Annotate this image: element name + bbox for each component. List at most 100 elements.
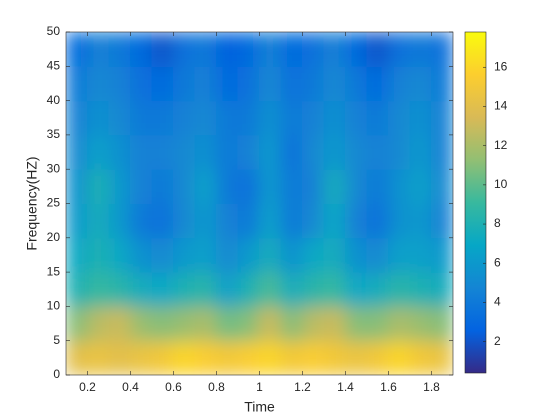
heatmap-cell: [323, 100, 346, 136]
heatmap-cell: [237, 203, 260, 239]
heatmap-cell: [194, 100, 217, 136]
y-tick-label: 45: [47, 58, 61, 72]
heatmap-cell: [87, 168, 110, 204]
heatmap-cell: [173, 271, 196, 307]
heatmap-cell: [323, 32, 346, 67]
heatmap-cell: [302, 100, 325, 136]
heatmap-cell: [216, 305, 239, 342]
heatmap-cell: [237, 100, 260, 136]
heatmap-cell: [409, 32, 432, 67]
heatmap-cell: [259, 203, 282, 239]
heatmap-cell: [216, 271, 239, 307]
heatmap-cell: [366, 32, 389, 67]
heatmap-cell: [130, 237, 153, 273]
heatmap-cell: [431, 271, 453, 307]
heatmap-cell: [280, 134, 303, 170]
heatmap-cell: [216, 168, 239, 204]
heatmap-cell: [323, 203, 346, 239]
heatmap-cell: [66, 32, 88, 67]
heatmap-cell: [302, 134, 325, 170]
heatmap-cell: [259, 305, 282, 342]
heatmap-cell: [431, 340, 453, 375]
heatmap-cell: [151, 340, 174, 375]
heatmap-cell: [302, 340, 325, 375]
x-tick-label: 0.4: [122, 380, 139, 394]
heatmap-cell: [87, 305, 110, 342]
heatmap-cell: [151, 65, 174, 102]
heatmap-cell: [130, 305, 153, 342]
heatmap-cell: [108, 203, 131, 239]
heatmap-cell: [345, 134, 368, 170]
heatmap-cell: [87, 271, 110, 307]
heatmap-cell: [194, 271, 217, 307]
heatmap-cell: [108, 305, 131, 342]
colorbar-tick-label: 12: [494, 138, 508, 152]
heatmap-cell: [366, 168, 389, 204]
heatmap-cell: [173, 100, 196, 136]
x-tick-label: 1.2: [294, 380, 311, 394]
heatmap-cell: [130, 100, 153, 136]
heatmap-cell: [151, 271, 174, 307]
heatmap-cell: [323, 305, 346, 342]
heatmap-cell: [194, 168, 217, 204]
heatmap-cell: [130, 340, 153, 375]
heatmap-cell: [280, 340, 303, 375]
y-tick-label: 5: [53, 333, 60, 347]
heatmap-cell: [302, 237, 325, 273]
heatmap-cell: [237, 305, 260, 342]
heatmap-cell: [173, 168, 196, 204]
heatmap-cell: [431, 32, 453, 67]
heatmap-cell: [66, 203, 88, 239]
heatmap-cell: [345, 237, 368, 273]
heatmap-cell: [108, 100, 131, 136]
heatmap-cell: [388, 65, 411, 102]
heatmap-cell: [302, 168, 325, 204]
heatmap-cell: [259, 134, 282, 170]
heatmap-cell: [388, 237, 411, 273]
heatmap-cell: [216, 237, 239, 273]
heatmap-cell: [151, 305, 174, 342]
x-tick-label: 0.6: [165, 380, 182, 394]
heatmap-cell: [66, 134, 88, 170]
heatmap-cell: [409, 237, 432, 273]
heatmap-cell: [431, 203, 453, 239]
heatmap-cell: [409, 134, 432, 170]
heatmap-cell: [194, 237, 217, 273]
heatmap-cell: [130, 168, 153, 204]
heatmap-cell: [173, 237, 196, 273]
heatmap-cell: [194, 203, 217, 239]
heatmap-cell: [259, 65, 282, 102]
colorbar-tick-label: 8: [494, 216, 501, 230]
heatmap-cell: [409, 203, 432, 239]
heatmap-cell: [130, 271, 153, 307]
heatmap-cell: [280, 305, 303, 342]
heatmap-cell: [366, 65, 389, 102]
heatmap-cell: [194, 65, 217, 102]
heatmap-cell: [130, 134, 153, 170]
y-tick-label: 20: [47, 230, 61, 244]
x-tick-label: 0.2: [79, 380, 96, 394]
heatmap-cell: [173, 65, 196, 102]
y-tick-label: 15: [47, 264, 61, 278]
heatmap: [66, 32, 453, 375]
heatmap-cell: [388, 203, 411, 239]
heatmap-cell: [87, 340, 110, 375]
heatmap-cell: [173, 340, 196, 375]
heatmap-cell: [323, 237, 346, 273]
heatmap-cell: [237, 65, 260, 102]
heatmap-cell: [388, 340, 411, 375]
heatmap-cell: [280, 271, 303, 307]
heatmap-cell: [345, 305, 368, 342]
heatmap-cell: [345, 340, 368, 375]
heatmap-cell: [151, 203, 174, 239]
heatmap-cell: [259, 340, 282, 375]
heatmap-cell: [409, 271, 432, 307]
heatmap-cell: [366, 305, 389, 342]
colorbar-tick-label: 14: [494, 99, 508, 113]
heatmap-cell: [302, 271, 325, 307]
heatmap-cell: [280, 32, 303, 67]
heatmap-cell: [66, 271, 88, 307]
heatmap-cell: [280, 237, 303, 273]
heatmap-cell: [280, 65, 303, 102]
heatmap-cell: [323, 271, 346, 307]
